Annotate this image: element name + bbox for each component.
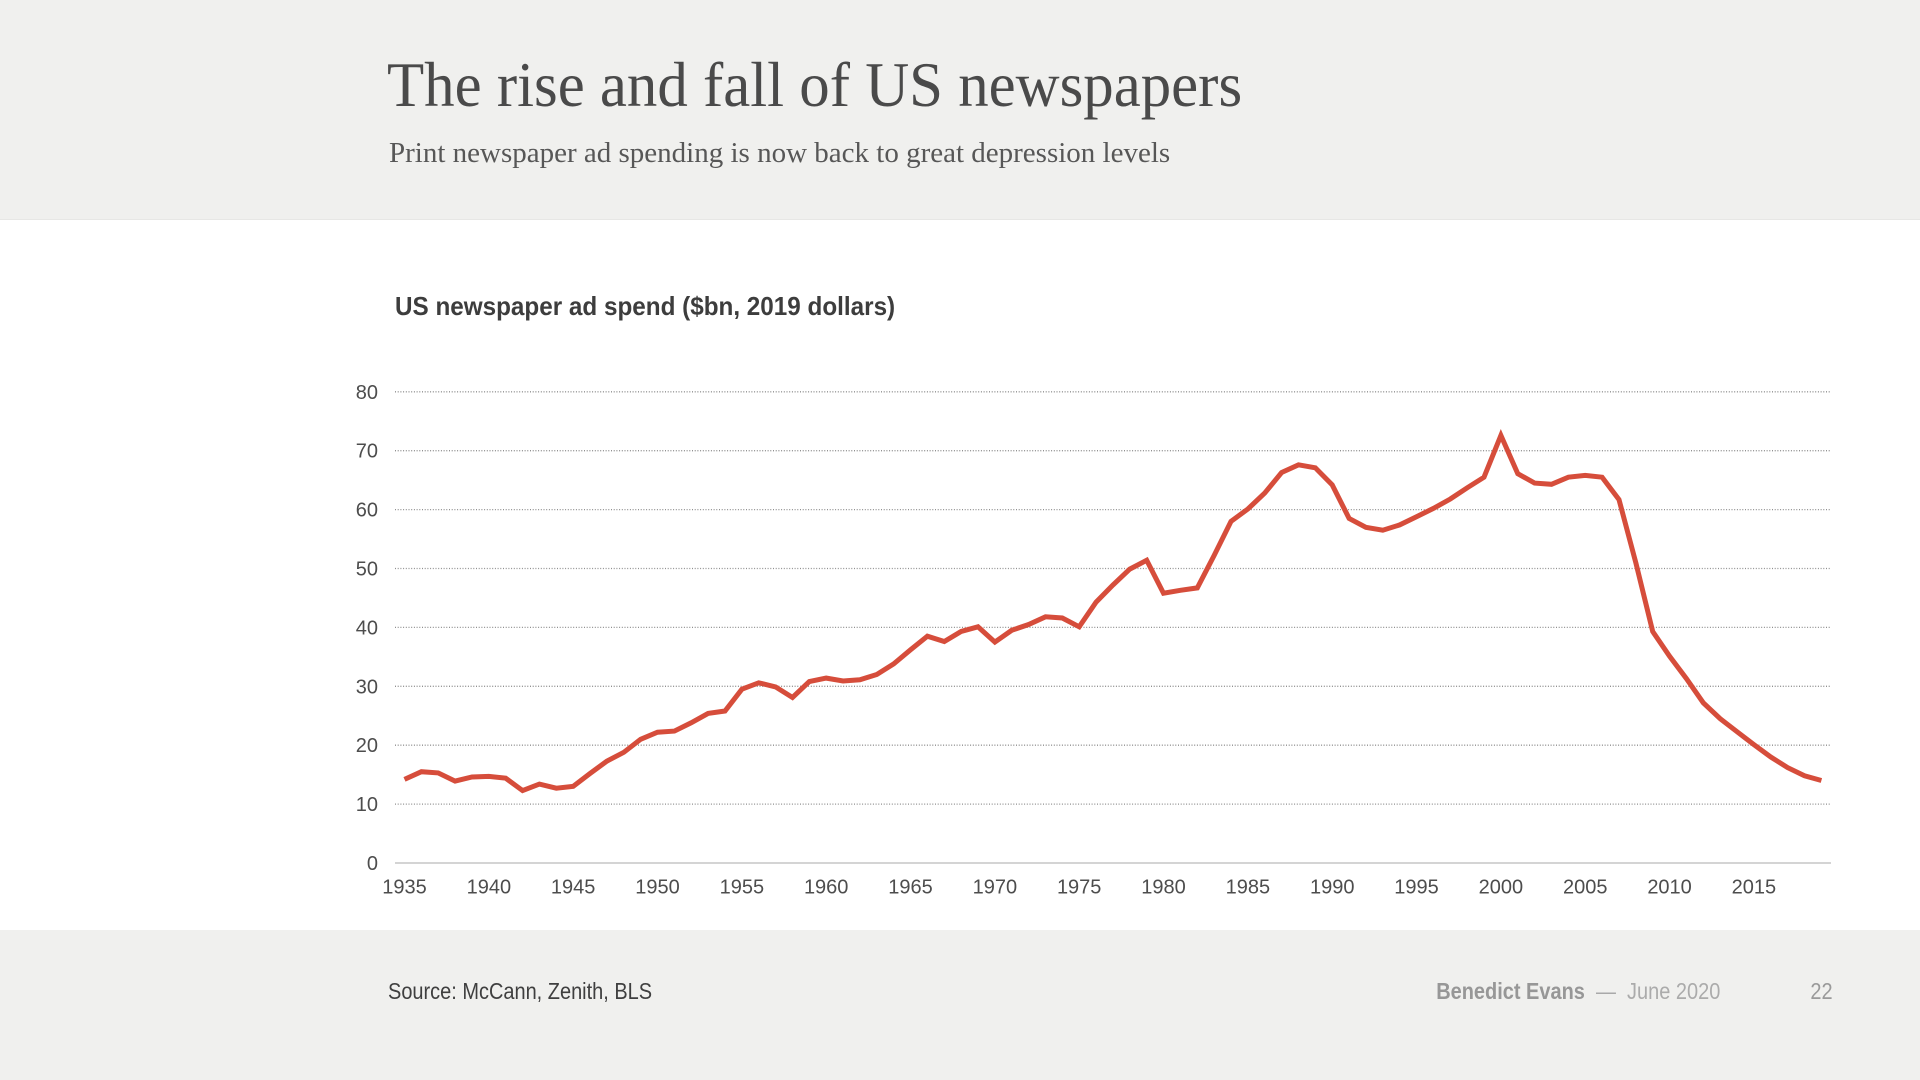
header-band: The rise and fall of US newspapers Print… bbox=[0, 0, 1920, 220]
credit-spacer-1 bbox=[1585, 978, 1596, 1004]
y-axis-label-0: 0 bbox=[367, 853, 378, 875]
source-note: Source: McCann, Zenith, BLS bbox=[387, 977, 652, 1004]
x-axis-label-2015: 2015 bbox=[1732, 877, 1777, 899]
x-axis-label-1985: 1985 bbox=[1226, 877, 1271, 899]
x-axis-label-1950: 1950 bbox=[635, 877, 680, 899]
chart-title: US newspaper ad spend ($bn, 2019 dollars… bbox=[395, 291, 896, 321]
page-number: 22 bbox=[1810, 977, 1833, 1004]
ad-spend-line bbox=[403, 428, 1823, 794]
y-axis-label-50: 50 bbox=[356, 559, 378, 581]
footer-band: Source: McCann, Zenith, BLS Benedict Eva… bbox=[0, 930, 1920, 1080]
y-axis-label-20: 20 bbox=[356, 735, 378, 757]
x-axis-label-2005: 2005 bbox=[1563, 877, 1608, 899]
y-axis-label-70: 70 bbox=[356, 441, 378, 463]
x-axis-label-1995: 1995 bbox=[1394, 877, 1439, 899]
x-axis-label-1965: 1965 bbox=[888, 877, 933, 899]
credit-dash: — bbox=[1596, 977, 1617, 1004]
x-axis-label-1990: 1990 bbox=[1310, 877, 1355, 899]
credit-date: June 2020 bbox=[1627, 977, 1721, 1004]
x-axis-label-1955: 1955 bbox=[720, 877, 765, 899]
credit-spacer-2 bbox=[1616, 978, 1627, 1004]
x-axis-label-1940: 1940 bbox=[467, 877, 512, 899]
x-axis-label-1945: 1945 bbox=[551, 877, 596, 899]
y-axis-label-10: 10 bbox=[356, 794, 378, 816]
y-axis-label-30: 30 bbox=[356, 676, 378, 698]
x-axis-label-1935: 1935 bbox=[382, 877, 427, 899]
x-axis-label-1960: 1960 bbox=[804, 877, 849, 899]
x-axis-label-1980: 1980 bbox=[1141, 877, 1186, 899]
x-axis-label-2000: 2000 bbox=[1479, 877, 1524, 899]
x-axis-label-1975: 1975 bbox=[1057, 877, 1102, 899]
slide-title: The rise and fall of US newspapers bbox=[387, 49, 1243, 120]
author-name: Benedict Evans bbox=[1436, 977, 1586, 1004]
author-credit: Benedict Evans — June 2020 bbox=[1437, 978, 1721, 1006]
x-axis-label-2010: 2010 bbox=[1647, 877, 1692, 899]
slide-subtitle: Print newspaper ad spending is now back … bbox=[389, 136, 1171, 169]
y-axis-label-40: 40 bbox=[356, 617, 378, 639]
y-axis-label-80: 80 bbox=[356, 382, 378, 404]
x-axis-label-1970: 1970 bbox=[973, 877, 1018, 899]
y-axis-label-60: 60 bbox=[356, 500, 378, 522]
